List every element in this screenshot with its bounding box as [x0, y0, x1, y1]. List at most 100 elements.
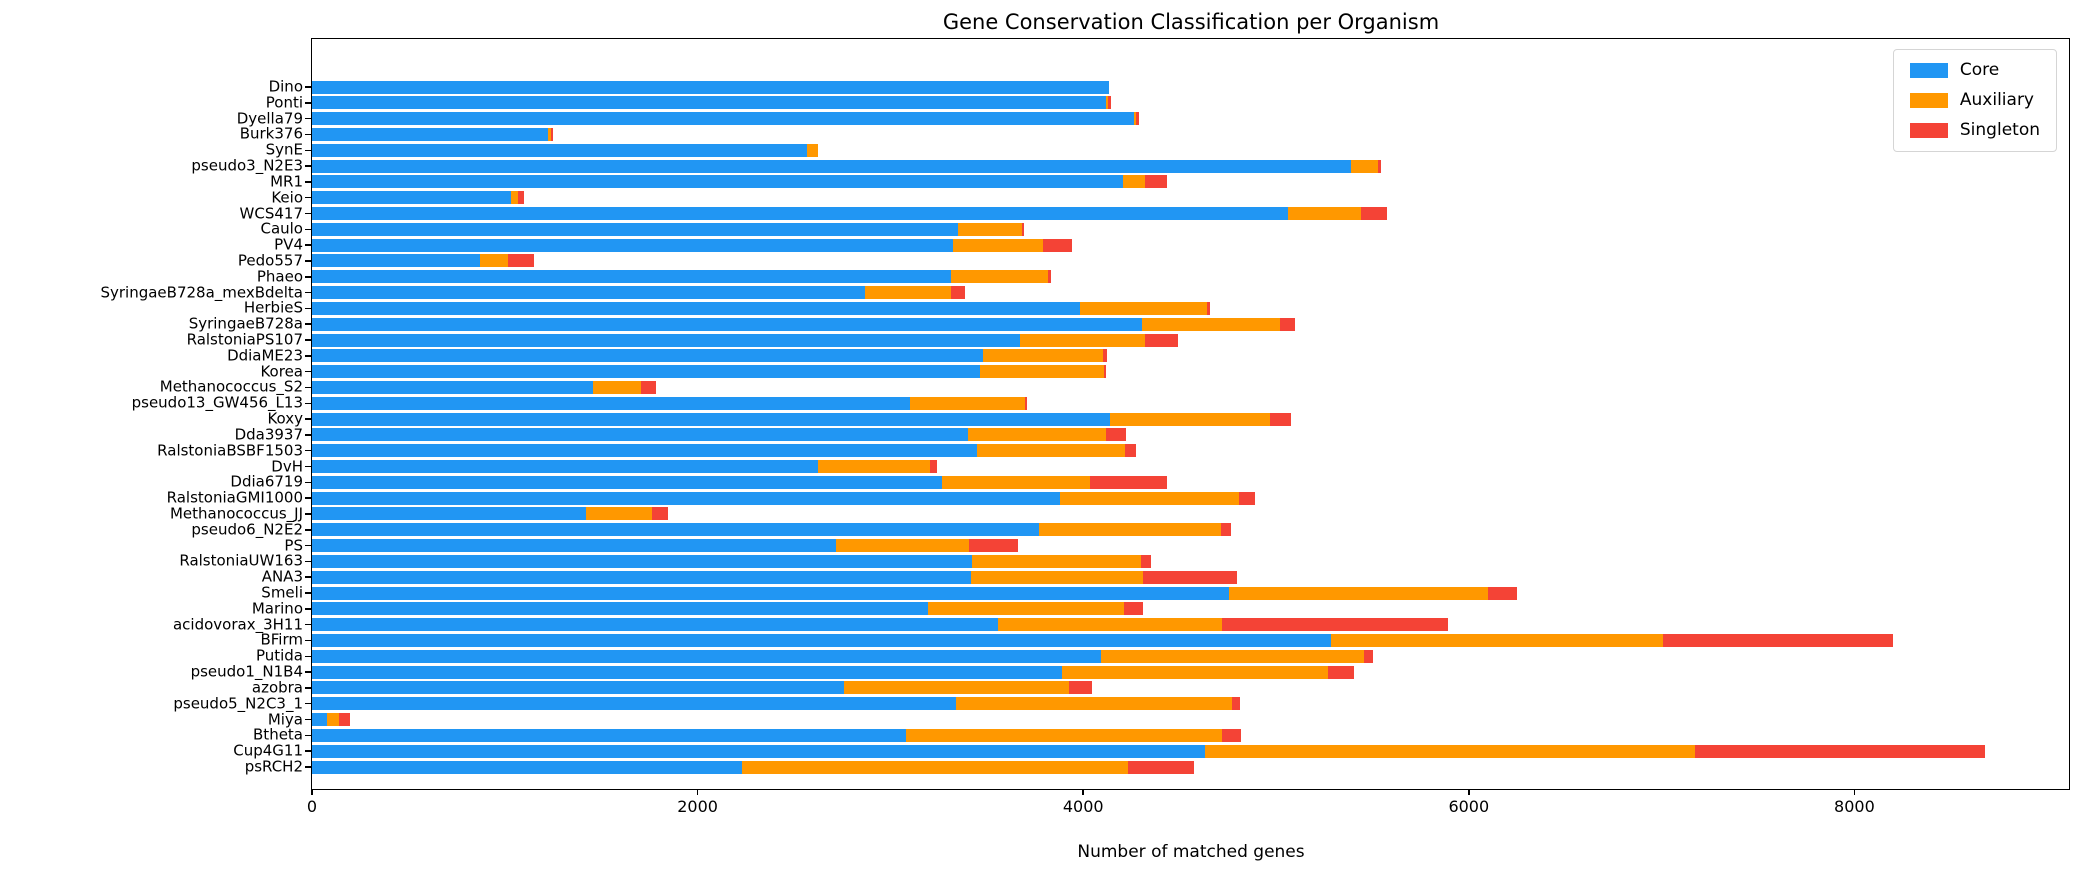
- bar-segment-singleton: [1206, 301, 1211, 315]
- chart-title: Gene Conservation Classification per Org…: [942, 10, 1440, 34]
- bar-segment-singleton: [1144, 175, 1168, 189]
- bar-segment-auxiliary: [1142, 317, 1280, 331]
- bar-segment-core: [312, 697, 956, 711]
- bar-row: [312, 523, 1231, 537]
- bar-segment-core: [312, 633, 1331, 647]
- bar-row: [312, 317, 1296, 331]
- bar-segment-singleton: [1042, 238, 1072, 252]
- y-tick-label: Methanococcus_JJ: [169, 504, 303, 523]
- legend-item: Core: [1909, 62, 2040, 79]
- bar-segment-auxiliary: [998, 618, 1222, 632]
- y-tick-label: Btheta: [253, 725, 303, 744]
- y-tick-mark: [305, 623, 311, 626]
- y-tick-mark: [305, 323, 311, 325]
- bar-segment-singleton: [1239, 491, 1255, 505]
- bar-segment-singleton: [1104, 365, 1107, 379]
- y-tick-label: Methanococcus_S2: [159, 377, 303, 396]
- bar-segment-singleton: [652, 507, 668, 521]
- y-tick-label: PS: [284, 536, 303, 555]
- y-tick-label: pseudo6_N2E2: [191, 520, 303, 539]
- bar-row: [312, 349, 1108, 363]
- y-tick-mark: [305, 544, 311, 547]
- bar-row: [312, 412, 1292, 426]
- x-tick-mark: [311, 789, 313, 795]
- bar-segment-core: [312, 586, 1229, 600]
- bar-row: [312, 760, 1195, 774]
- y-tick-mark: [305, 402, 311, 405]
- x-tick-label: 8000: [1834, 797, 1875, 816]
- y-tick-mark: [305, 418, 311, 420]
- legend-label: Singleton: [1959, 120, 2040, 140]
- y-tick-label: psRCH2: [244, 757, 303, 776]
- bar-segment-auxiliary: [548, 127, 552, 141]
- bar-row: [312, 649, 1374, 663]
- y-tick-label: DdiaME23: [227, 346, 303, 365]
- bar-segment-singleton: [338, 713, 350, 727]
- bar-segment-auxiliary: [818, 460, 930, 474]
- bar-segment-singleton: [1022, 222, 1025, 236]
- bar-segment-core: [312, 681, 845, 695]
- bar-segment-core: [312, 728, 906, 742]
- y-tick-label: BFirm: [260, 630, 303, 649]
- bar-segment-auxiliary: [1038, 523, 1222, 537]
- bar-segment-core: [312, 380, 594, 394]
- bar-row: [312, 475, 1168, 489]
- y-tick-mark: [305, 718, 311, 721]
- bar-segment-core: [312, 127, 549, 141]
- bar-row: [312, 127, 553, 141]
- bar-row: [312, 112, 1140, 126]
- bar-segment-auxiliary: [844, 681, 1069, 695]
- bar-segment-auxiliary: [951, 270, 1048, 284]
- bar-segment-auxiliary: [1019, 333, 1145, 347]
- bar-row: [312, 507, 668, 521]
- y-tick-mark: [305, 196, 311, 199]
- bar-segment-auxiliary: [1204, 744, 1696, 758]
- bar-segment-auxiliary: [957, 222, 1023, 236]
- bar-segment-singleton: [1141, 554, 1151, 568]
- y-tick-mark: [305, 702, 311, 705]
- y-tick-mark: [305, 228, 311, 231]
- y-tick-mark: [305, 639, 311, 642]
- y-tick-label: Phaeo: [256, 267, 303, 286]
- bar-segment-singleton: [1695, 744, 1985, 758]
- x-tick-mark: [1082, 789, 1084, 795]
- bar-segment-core: [312, 428, 968, 442]
- y-tick-mark: [305, 671, 311, 673]
- bar-segment-singleton: [1103, 349, 1108, 363]
- bar-segment-auxiliary: [953, 238, 1043, 252]
- bar-segment-core: [312, 744, 1205, 758]
- bar-segment-auxiliary: [865, 286, 952, 300]
- y-tick-mark: [305, 370, 311, 373]
- bar-row: [312, 744, 1985, 758]
- bar-segment-auxiliary: [1106, 96, 1109, 110]
- y-tick-mark: [305, 465, 311, 468]
- bar-segment-auxiliary: [1100, 649, 1364, 663]
- y-tick-label: azobra: [251, 678, 303, 697]
- y-tick-label: Korea: [260, 362, 303, 381]
- x-tick-mark: [1853, 789, 1856, 795]
- bar-segment-singleton: [929, 460, 937, 474]
- bar-row: [312, 238, 1072, 252]
- bar-segment-singleton: [1108, 96, 1112, 110]
- bar-segment-singleton: [1328, 665, 1355, 679]
- bar-row: [312, 96, 1112, 110]
- bar-segment-core: [312, 349, 983, 363]
- y-tick-label: Pedo557: [237, 251, 303, 270]
- bar-row: [312, 380, 657, 394]
- bar-segment-core: [312, 96, 1107, 110]
- y-tick-mark: [305, 276, 311, 278]
- y-tick-mark: [305, 307, 311, 310]
- x-tick-label: 4000: [1062, 797, 1104, 816]
- bar-segment-core: [312, 254, 480, 268]
- bar-row: [312, 80, 1110, 94]
- y-tick-label: HerbieS: [243, 298, 303, 317]
- bar-segment-auxiliary: [510, 191, 519, 205]
- y-tick-label: MR1: [270, 172, 303, 191]
- bar-segment-singleton: [1144, 333, 1178, 347]
- bar-row: [312, 586, 1517, 600]
- x-tick-label: 2000: [677, 797, 718, 816]
- bar-segment-core: [312, 649, 1101, 663]
- x-tick-mark: [1468, 789, 1470, 795]
- y-tick-mark: [305, 766, 311, 768]
- bar-row: [312, 491, 1255, 505]
